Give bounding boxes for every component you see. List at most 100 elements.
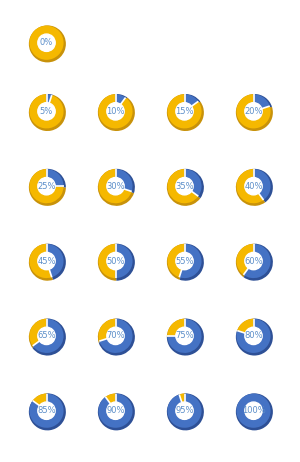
Circle shape bbox=[176, 103, 193, 120]
Wedge shape bbox=[98, 244, 116, 278]
Wedge shape bbox=[29, 318, 47, 348]
Circle shape bbox=[38, 327, 55, 345]
Wedge shape bbox=[236, 94, 273, 131]
Text: 0%: 0% bbox=[40, 38, 53, 47]
Wedge shape bbox=[98, 318, 116, 343]
Wedge shape bbox=[167, 318, 185, 337]
Wedge shape bbox=[46, 244, 64, 277]
Wedge shape bbox=[116, 169, 133, 191]
Wedge shape bbox=[167, 94, 202, 128]
Wedge shape bbox=[116, 244, 133, 278]
Wedge shape bbox=[167, 94, 204, 131]
Wedge shape bbox=[244, 243, 273, 281]
Wedge shape bbox=[47, 94, 53, 104]
Wedge shape bbox=[167, 319, 184, 336]
Wedge shape bbox=[185, 169, 204, 198]
Circle shape bbox=[245, 103, 262, 120]
Text: 55%: 55% bbox=[175, 256, 194, 266]
Wedge shape bbox=[46, 169, 64, 186]
Wedge shape bbox=[236, 94, 271, 128]
Wedge shape bbox=[244, 244, 271, 278]
Wedge shape bbox=[29, 319, 46, 346]
Text: 15%: 15% bbox=[175, 107, 194, 116]
Wedge shape bbox=[98, 169, 134, 206]
Wedge shape bbox=[236, 394, 271, 428]
Circle shape bbox=[38, 402, 55, 419]
Wedge shape bbox=[106, 394, 116, 404]
Wedge shape bbox=[167, 393, 204, 431]
Wedge shape bbox=[184, 169, 202, 196]
Text: 50%: 50% bbox=[106, 256, 125, 266]
Wedge shape bbox=[237, 319, 254, 333]
Wedge shape bbox=[167, 244, 184, 277]
Circle shape bbox=[245, 252, 262, 270]
Text: 30%: 30% bbox=[106, 182, 125, 191]
Circle shape bbox=[107, 103, 124, 120]
Circle shape bbox=[107, 252, 124, 270]
Wedge shape bbox=[167, 169, 198, 203]
Text: 40%: 40% bbox=[244, 182, 263, 191]
Text: 60%: 60% bbox=[244, 256, 263, 266]
Circle shape bbox=[176, 402, 193, 419]
Wedge shape bbox=[99, 319, 133, 353]
Text: 80%: 80% bbox=[244, 331, 263, 340]
Wedge shape bbox=[29, 393, 66, 431]
Wedge shape bbox=[254, 169, 273, 202]
Circle shape bbox=[245, 402, 262, 419]
Wedge shape bbox=[29, 94, 64, 128]
Wedge shape bbox=[29, 169, 64, 203]
Text: 5%: 5% bbox=[40, 107, 53, 116]
Wedge shape bbox=[29, 243, 53, 281]
Wedge shape bbox=[98, 169, 132, 203]
Circle shape bbox=[245, 177, 262, 195]
Wedge shape bbox=[184, 94, 198, 106]
Wedge shape bbox=[99, 318, 135, 356]
Circle shape bbox=[38, 103, 55, 120]
Text: 95%: 95% bbox=[175, 406, 194, 415]
Wedge shape bbox=[29, 94, 66, 131]
Text: 100%: 100% bbox=[242, 406, 266, 415]
Wedge shape bbox=[167, 318, 204, 356]
Circle shape bbox=[107, 402, 124, 419]
Wedge shape bbox=[236, 393, 273, 431]
Wedge shape bbox=[254, 169, 271, 200]
Wedge shape bbox=[32, 393, 47, 407]
Wedge shape bbox=[179, 244, 202, 278]
Wedge shape bbox=[185, 94, 200, 108]
Text: 45%: 45% bbox=[37, 256, 56, 266]
Wedge shape bbox=[29, 394, 64, 428]
Wedge shape bbox=[167, 394, 202, 428]
Circle shape bbox=[176, 327, 193, 345]
Wedge shape bbox=[116, 169, 135, 193]
Wedge shape bbox=[236, 169, 265, 206]
Wedge shape bbox=[236, 319, 271, 353]
Wedge shape bbox=[98, 94, 135, 131]
Text: 85%: 85% bbox=[37, 406, 56, 415]
Wedge shape bbox=[29, 25, 66, 62]
Wedge shape bbox=[106, 393, 116, 405]
Circle shape bbox=[176, 177, 193, 195]
Circle shape bbox=[38, 34, 55, 51]
Wedge shape bbox=[98, 243, 116, 281]
Wedge shape bbox=[180, 393, 185, 404]
Wedge shape bbox=[33, 394, 46, 406]
Wedge shape bbox=[254, 94, 272, 110]
Text: 70%: 70% bbox=[106, 331, 125, 340]
Wedge shape bbox=[236, 244, 254, 275]
Wedge shape bbox=[32, 318, 66, 356]
Wedge shape bbox=[33, 319, 64, 353]
Text: 20%: 20% bbox=[244, 107, 263, 116]
Wedge shape bbox=[116, 94, 125, 104]
Text: 10%: 10% bbox=[106, 107, 125, 116]
Wedge shape bbox=[254, 94, 270, 109]
Text: 25%: 25% bbox=[37, 182, 56, 191]
Wedge shape bbox=[179, 394, 184, 402]
Text: 35%: 35% bbox=[175, 182, 194, 191]
Wedge shape bbox=[98, 94, 133, 128]
Circle shape bbox=[107, 177, 124, 195]
Wedge shape bbox=[236, 169, 263, 203]
Circle shape bbox=[245, 327, 262, 345]
Circle shape bbox=[176, 252, 193, 270]
Circle shape bbox=[38, 177, 55, 195]
Wedge shape bbox=[167, 319, 202, 353]
